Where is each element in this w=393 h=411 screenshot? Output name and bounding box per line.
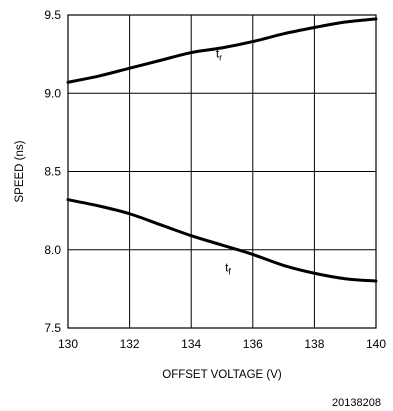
y-axis-title: SPEED (ns) (14, 140, 26, 202)
x-tick-labels: 130 132 134 136 138 140 (58, 337, 386, 351)
series-label-subscript: r (219, 52, 222, 62)
y-tick-label: 8.5 (44, 165, 61, 179)
series-label-tr: tr (216, 46, 222, 62)
y-tick-label: 7.5 (44, 321, 61, 335)
x-tick-label: 140 (366, 337, 386, 351)
x-tick-label: 138 (304, 337, 324, 351)
series-label-tf: tf (225, 261, 231, 277)
series-label-main: t (225, 261, 229, 275)
x-tick-label: 134 (181, 337, 201, 351)
y-tick-label: 9.5 (44, 8, 61, 22)
x-tick-label: 136 (243, 337, 263, 351)
series-label-main: t (216, 46, 220, 60)
series-line-tf (66, 198, 378, 283)
y-tick-label: 8.0 (44, 243, 61, 257)
y-tick-label: 9.0 (44, 86, 61, 100)
series-label-subscript: f (228, 267, 231, 277)
plot-frame (67, 14, 377, 329)
x-axis-title: OFFSET VOLTAGE (V) (162, 369, 282, 381)
grid-lines (68, 15, 376, 328)
series-lines (66, 17, 378, 283)
x-tick-label: 130 (58, 337, 78, 351)
figure-id-footnote: 20138208 (332, 397, 381, 409)
y-tick-labels: 7.5 8.0 8.5 9.0 9.5 (44, 8, 61, 335)
x-tick-label: 132 (120, 337, 140, 351)
series-line-tr (66, 17, 378, 84)
